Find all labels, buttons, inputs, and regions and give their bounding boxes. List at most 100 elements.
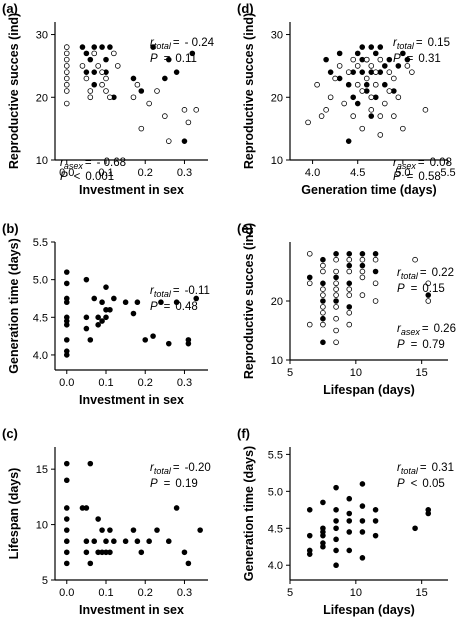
filled-data-point (333, 536, 339, 543)
filled-data-point (363, 88, 370, 94)
open-data-point (185, 119, 192, 126)
open-data-point (400, 125, 406, 132)
open-data-point (320, 304, 326, 310)
open-data-point (333, 268, 339, 275)
filled-data-point (107, 306, 113, 313)
r-annotation: rasex = - 0.68 (60, 157, 126, 171)
open-data-point (306, 251, 313, 257)
filled-data-point (162, 75, 168, 82)
y-tick-label: 10 (271, 155, 283, 167)
panel-label: (a) (2, 1, 18, 16)
filled-data-point (372, 518, 379, 524)
filled-data-point (377, 69, 384, 75)
filled-data-point (63, 322, 70, 328)
filled-data-point (306, 532, 313, 539)
open-data-point (350, 56, 357, 63)
filled-data-point (306, 507, 313, 513)
filled-data-point (395, 63, 402, 69)
y-tick-label: 10 (36, 155, 48, 167)
filled-data-point (345, 81, 352, 88)
filled-data-point (138, 549, 145, 556)
open-data-point (422, 107, 429, 113)
filled-data-point (63, 527, 70, 533)
filled-data-point (346, 304, 353, 310)
open-data-point (63, 56, 70, 63)
filled-data-point (95, 314, 101, 321)
filled-data-point (346, 251, 353, 257)
open-data-point (320, 268, 326, 275)
open-data-point (63, 44, 70, 50)
filled-data-point (99, 44, 105, 50)
y-tick-label: 5.5 (268, 449, 283, 461)
open-data-point (368, 63, 375, 69)
y-tick-label: 30 (271, 30, 283, 42)
panel-c: (c) 0.0 0.1 0.2 0.3 5 10 15 Investment in sex Lif… (2, 426, 211, 617)
filled-data-point (354, 50, 361, 57)
filled-data-point (185, 560, 192, 567)
open-data-point (63, 63, 70, 69)
filled-data-point (333, 547, 339, 554)
filled-data-point (165, 56, 172, 63)
filled-data-point (63, 560, 70, 567)
filled-data-point (107, 527, 113, 533)
open-data-point (181, 107, 188, 113)
y-axis-label: Reproductive succes (ind) (242, 223, 256, 379)
open-data-point (63, 100, 70, 107)
x-tick-label: 5 (287, 587, 293, 599)
y-tick-label: 5.0 (33, 275, 48, 287)
filled-data-point (99, 299, 105, 306)
filled-data-point (103, 314, 109, 321)
x-axis-label: Investment in sex (79, 393, 184, 407)
open-data-point (377, 56, 384, 63)
filled-data-point (400, 50, 406, 57)
open-data-point (363, 75, 370, 82)
open-data-point (391, 75, 397, 82)
x-tick-label: 4.0 (305, 167, 320, 179)
filled-data-point (359, 56, 366, 63)
filled-data-point (386, 56, 393, 63)
filled-data-point (150, 333, 156, 339)
filled-data-point (320, 499, 326, 506)
open-data-point (333, 280, 339, 287)
r-annotation: rtotal = -0.11 (150, 285, 210, 299)
open-data-point (306, 280, 313, 287)
filled-data-point (346, 547, 353, 554)
filled-data-point (327, 69, 334, 75)
filled-data-point (83, 325, 90, 332)
filled-data-point (99, 318, 105, 324)
x-tick-label: 15 (416, 587, 428, 599)
open-data-point (372, 280, 379, 287)
filled-data-point (83, 50, 90, 57)
filled-data-point (63, 460, 70, 467)
open-data-point (363, 56, 370, 63)
filled-data-point (372, 94, 379, 101)
open-data-point (346, 309, 353, 316)
open-data-point (377, 132, 384, 138)
open-data-point (372, 298, 379, 304)
x-axis-label: Lifespan (days) (323, 383, 415, 397)
x-axis-label: Investment in sex (79, 183, 184, 197)
filled-data-point (83, 505, 90, 511)
panel-a: (a) 0.0 0.1 0.2 0.3 10 20 30 Investment in sex Re… (2, 1, 215, 197)
filled-data-point (91, 295, 98, 302)
filled-data-point (142, 337, 149, 343)
open-data-point (99, 81, 105, 88)
open-data-point (320, 286, 326, 293)
open-data-point (333, 315, 339, 322)
open-data-point (386, 69, 393, 75)
open-data-point (346, 256, 353, 263)
filled-data-point (320, 256, 326, 263)
open-data-point (306, 321, 313, 328)
p-annotation: P = 0.15 (397, 283, 445, 295)
panel-label: (e) (237, 221, 253, 236)
filled-data-point (63, 299, 70, 306)
filled-data-point (350, 94, 357, 101)
x-tick-label: 0.0 (59, 167, 74, 179)
filled-data-point (381, 63, 388, 69)
open-data-point (359, 256, 366, 263)
filled-data-point (368, 113, 375, 119)
filled-data-point (193, 295, 200, 302)
filled-data-point (359, 518, 366, 524)
x-tick-label: 10 (350, 367, 362, 379)
filled-data-point (372, 50, 379, 57)
